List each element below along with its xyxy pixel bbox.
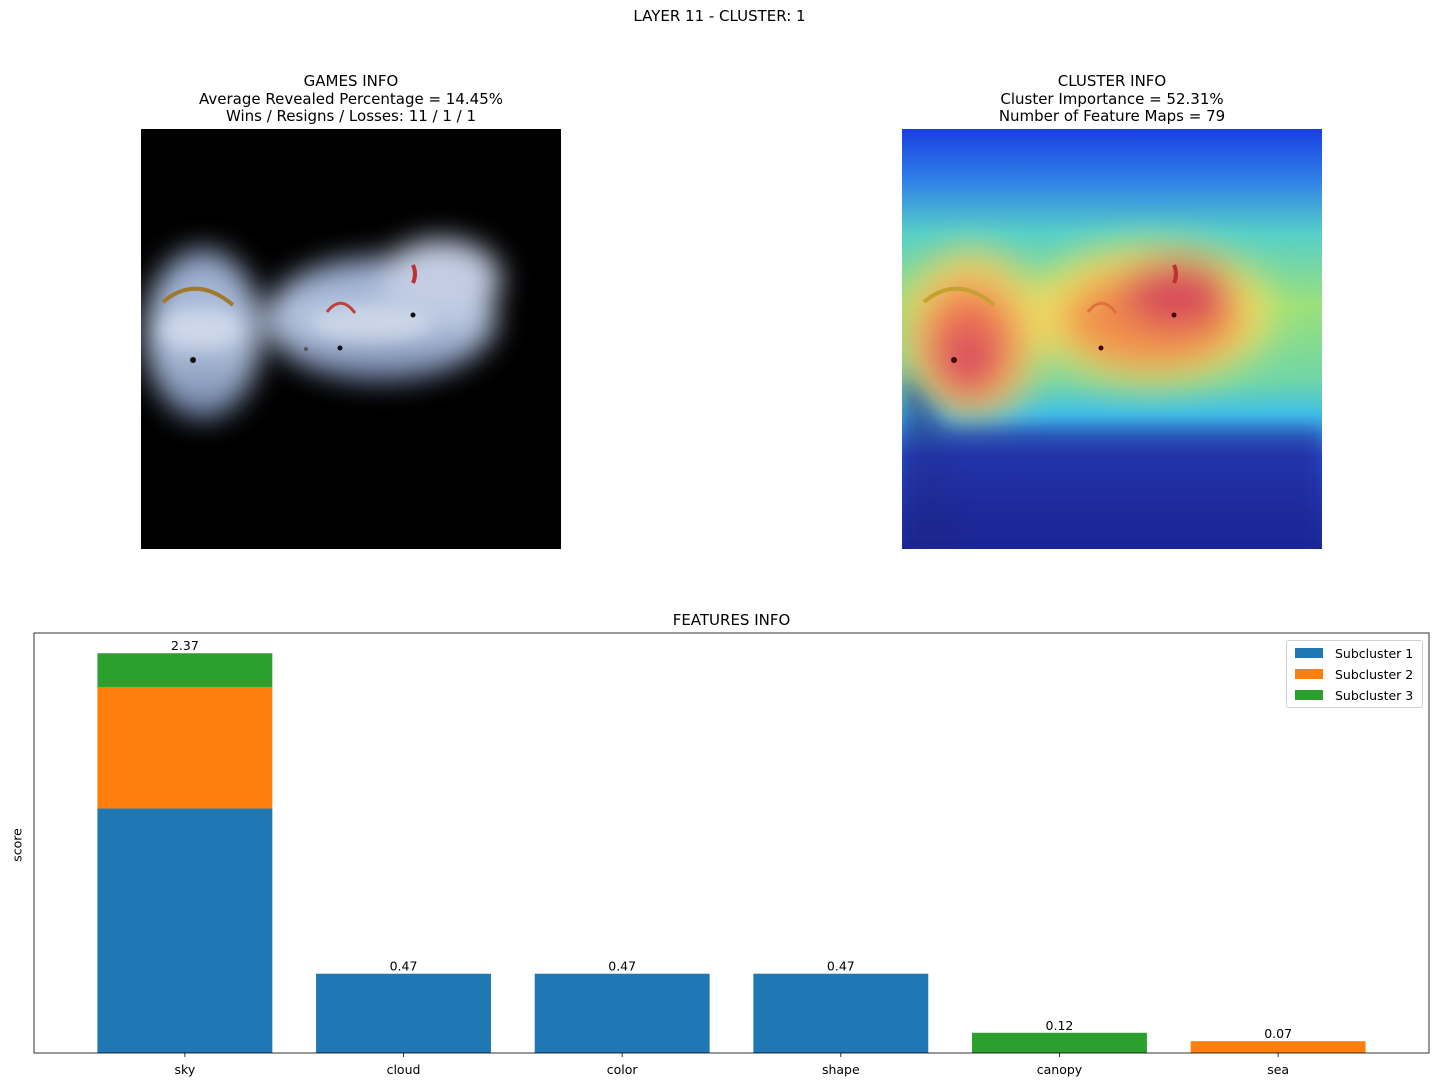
bar-canopy-subcluster-3 <box>972 1032 1147 1053</box>
legend-item-subcluster-1: Subcluster 1 <box>1295 645 1413 661</box>
legend-label-subcluster-3: Subcluster 3 <box>1335 687 1414 703</box>
legend-swatch-subcluster-3 <box>1295 690 1323 700</box>
legend-label-subcluster-2: Subcluster 2 <box>1335 666 1414 682</box>
plot-frame <box>33 632 1430 1054</box>
cluster-info-title: CLUSTER INFO <box>1057 72 1167 90</box>
x-tick-label-canopy: canopy <box>1037 1062 1083 1077</box>
bar-cloud-subcluster-1 <box>316 973 491 1053</box>
x-tick-label-cloud: cloud <box>387 1062 421 1077</box>
games-info-revealed-percentage: Average Revealed Percentage = 14.45% <box>198 89 503 108</box>
bar-total-label-sea: 0.07 <box>1264 1026 1292 1041</box>
x-tick-label-sea: sea <box>1267 1062 1289 1077</box>
bar-shape-subcluster-1 <box>753 973 929 1053</box>
games-info-title-block: GAMES INFO Average Revealed Percentage =… <box>141 72 561 126</box>
legend-label-subcluster-1: Subcluster 1 <box>1335 645 1414 661</box>
masked-image <box>141 129 561 549</box>
bar-total-label-color: 0.47 <box>608 959 636 974</box>
legend-swatch-subcluster-2 <box>1295 669 1323 679</box>
cluster-info-title-block: CLUSTER INFO Cluster Importance = 52.31%… <box>902 72 1322 126</box>
chart-title: FEATURES INFO <box>672 611 791 629</box>
games-info-title: GAMES INFO <box>303 72 399 90</box>
bar-sky-subcluster-1 <box>97 808 273 1053</box>
x-tick-label-shape: shape <box>822 1062 860 1077</box>
chart-legend: Subcluster 1 Subcluster 2 Subcluster 3 <box>1286 640 1423 708</box>
legend-item-subcluster-2: Subcluster 2 <box>1295 666 1413 682</box>
x-tick-label-color: color <box>607 1062 639 1077</box>
cluster-info-importance: Cluster Importance = 52.31% <box>1000 89 1224 108</box>
bar-sky-subcluster-2 <box>97 686 273 809</box>
bar-color-subcluster-1 <box>534 973 710 1053</box>
legend-item-subcluster-3: Subcluster 3 <box>1295 687 1413 703</box>
games-info-wins-resigns-losses: Wins / Resigns / Losses: 11 / 1 / 1 <box>225 107 477 125</box>
cluster-info-feature-maps: Number of Feature Maps = 79 <box>998 107 1226 125</box>
bar-total-label-sky: 2.37 <box>171 638 199 653</box>
legend-swatch-subcluster-1 <box>1295 648 1323 658</box>
bar-total-label-canopy: 0.12 <box>1046 1018 1074 1033</box>
bar-sea-subcluster-2 <box>1190 1041 1366 1053</box>
bar-sky-subcluster-3 <box>97 653 273 687</box>
bar-total-label-shape: 0.47 <box>827 959 855 974</box>
bar-total-label-cloud: 0.47 <box>390 959 418 974</box>
heatmap-overlay-image <box>902 129 1322 549</box>
x-tick-label-sky: sky <box>175 1062 196 1077</box>
figure-suptitle: LAYER 11 - CLUSTER: 1 <box>633 7 806 25</box>
